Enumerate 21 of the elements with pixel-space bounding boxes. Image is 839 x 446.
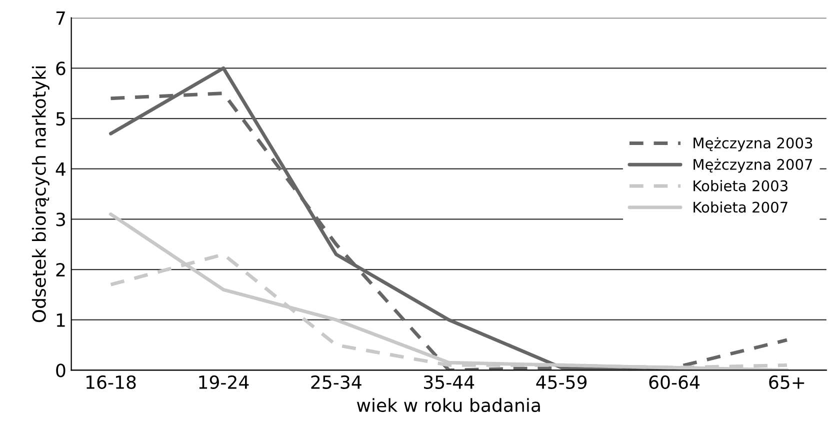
y-tick-label: 1 xyxy=(56,314,65,327)
y-axis-title: Odsetek biorących narkotyki xyxy=(32,66,50,322)
y-tick-label: 0 xyxy=(56,364,66,378)
x-tick-label: 35-44 xyxy=(424,375,474,390)
y-tick-label: 5 xyxy=(56,112,65,126)
y-tick-label: 2 xyxy=(56,262,65,276)
y-tick-label: 7 xyxy=(56,12,65,25)
legend-label: Kobieta 2007 xyxy=(694,201,788,213)
x-axis-title: wiek w roku badania xyxy=(356,398,540,412)
y-tick-label: 3 xyxy=(56,212,66,226)
y-tick-label: 4 xyxy=(56,162,66,176)
x-tick-label: 19-24 xyxy=(199,375,249,390)
legend-label: Kobieta 2003 xyxy=(694,180,788,192)
x-tick-label: 16-18 xyxy=(86,375,136,390)
x-tick-label: 25-34 xyxy=(311,375,362,390)
x-tick-label: 45-59 xyxy=(536,375,587,390)
legend-label: Mężczyzna 2007 xyxy=(694,158,812,173)
x-tick-label: 60-64 xyxy=(649,375,700,390)
y-tick-label: 6 xyxy=(56,62,66,76)
x-tick-label: 65+ xyxy=(769,375,804,390)
legend-label: Mężczyzna 2003 xyxy=(694,137,812,152)
